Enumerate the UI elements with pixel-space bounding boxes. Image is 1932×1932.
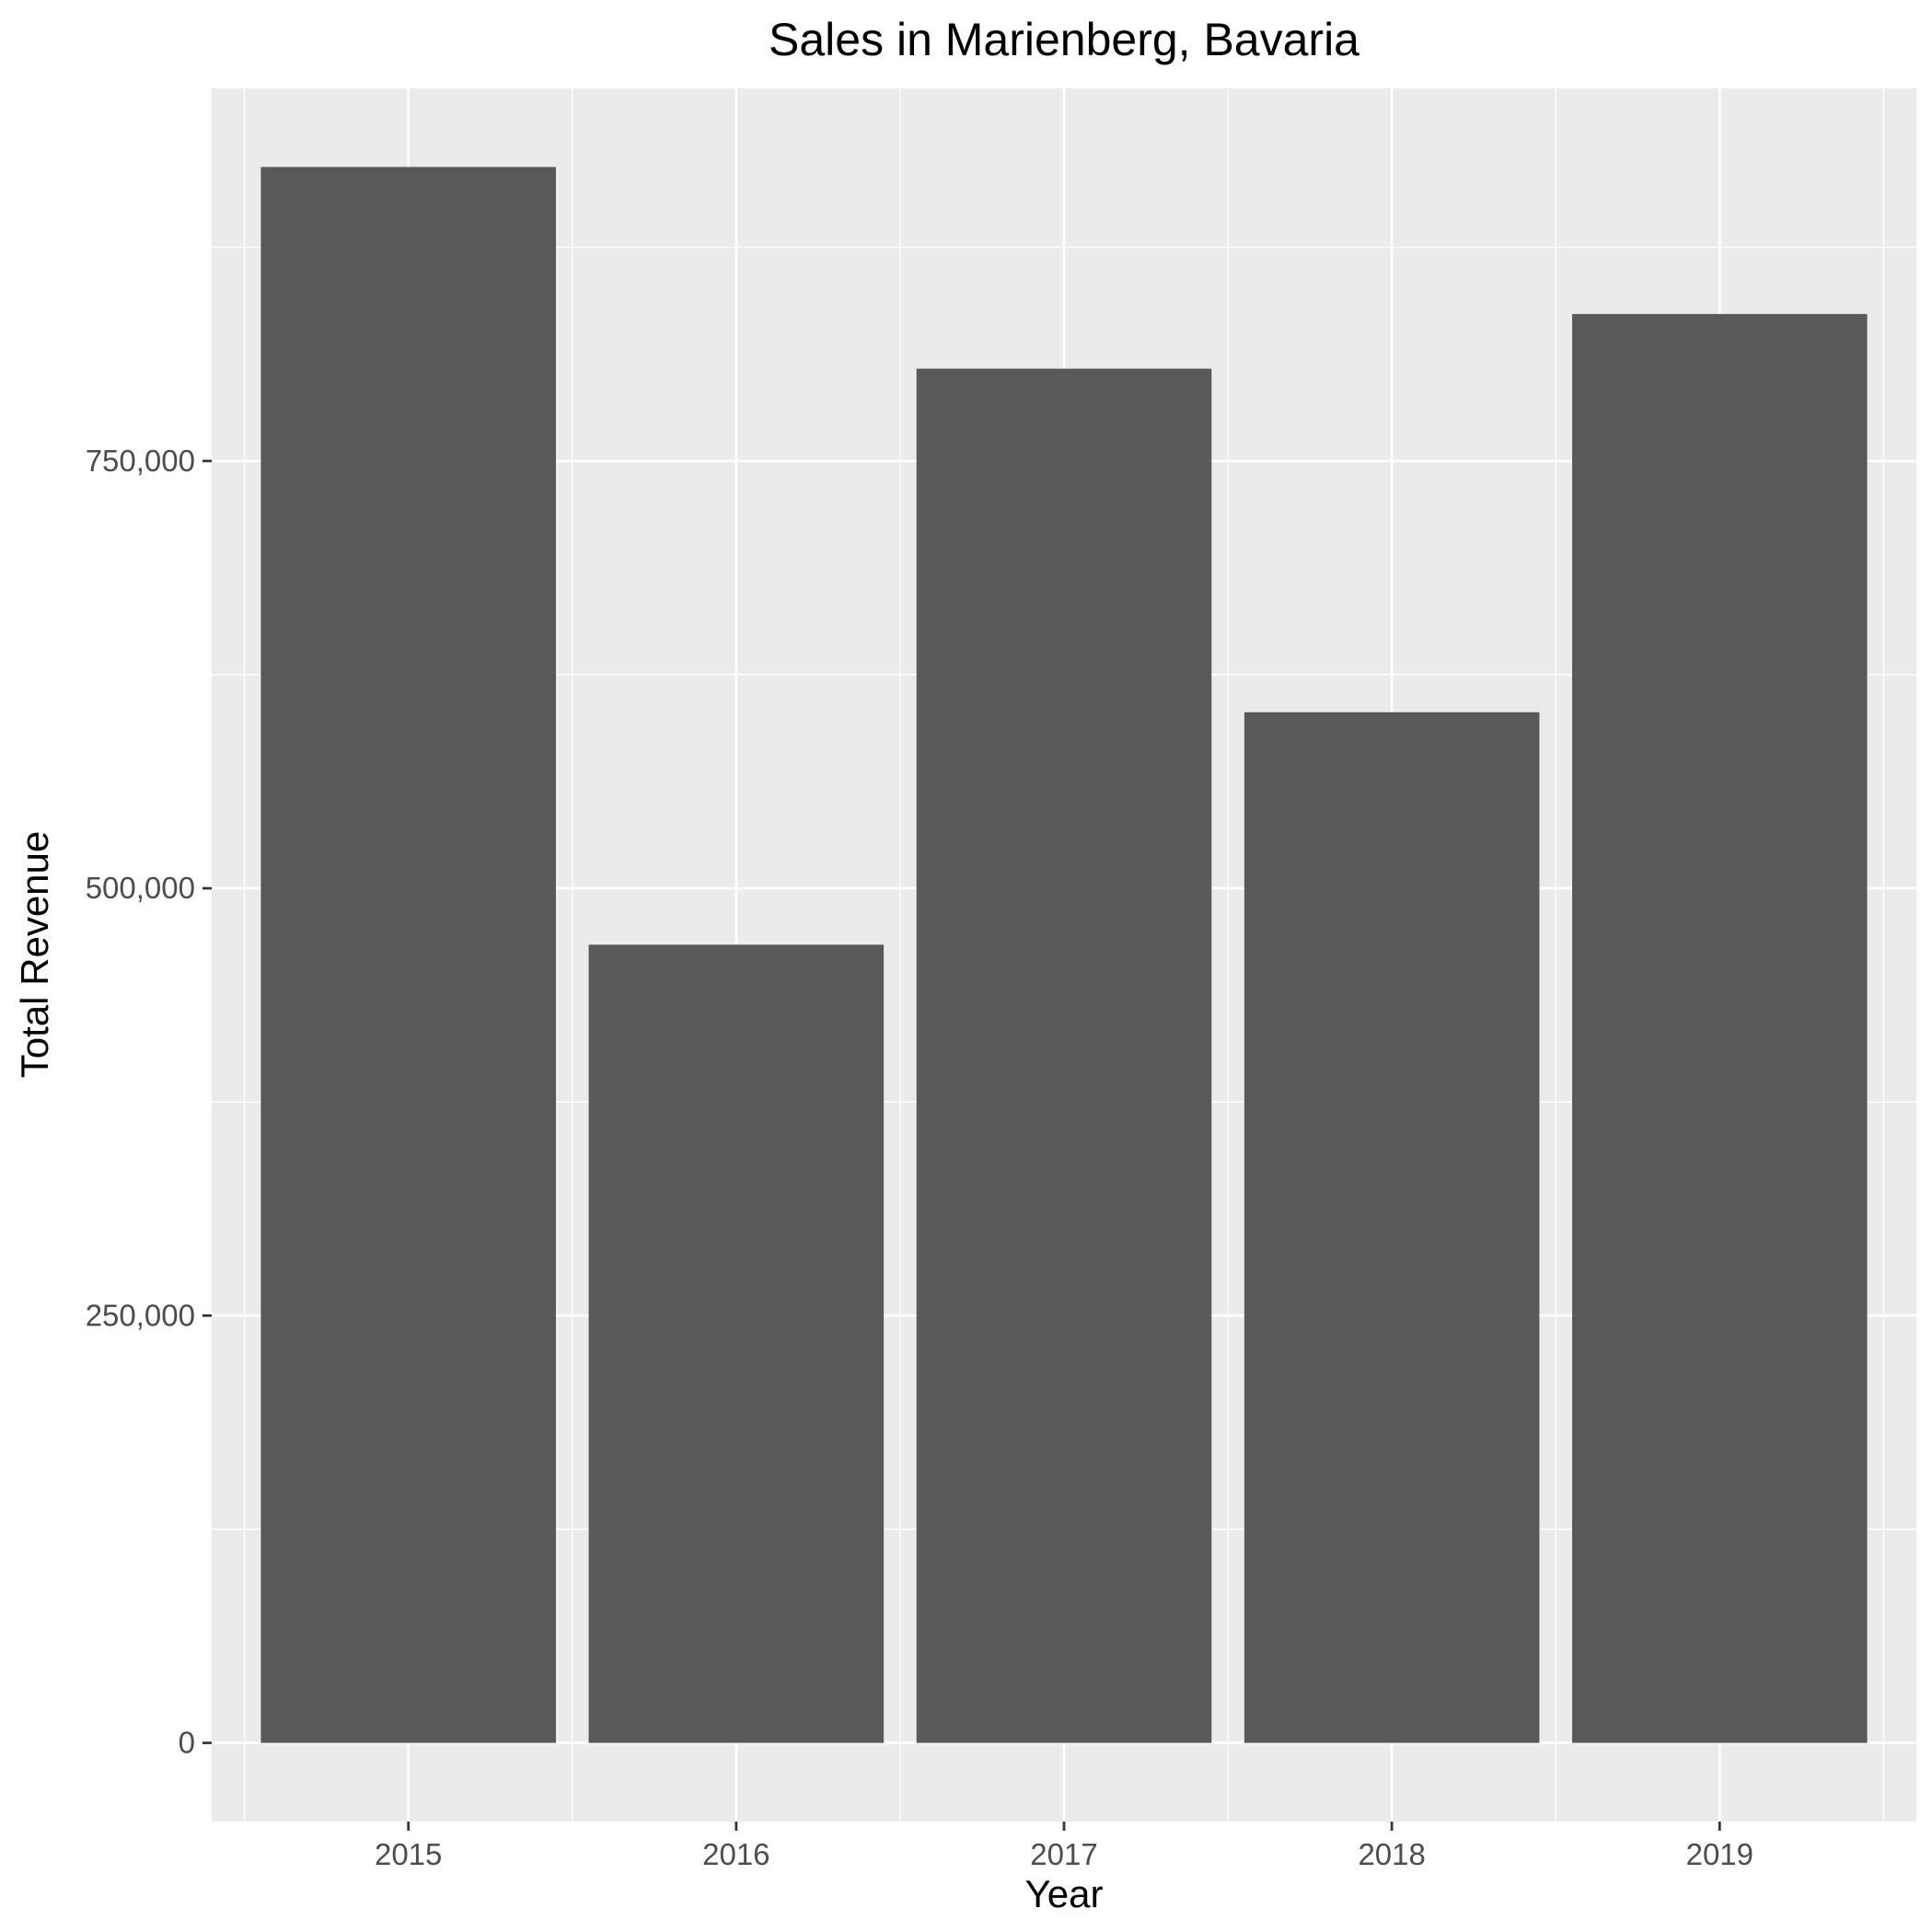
y-tick-label: 250,000 xyxy=(86,1298,195,1332)
x-tick-label: 2018 xyxy=(1358,1837,1425,1871)
chart-title: Sales in Marienberg, Bavaria xyxy=(769,14,1359,65)
bars xyxy=(260,167,1868,1743)
x-tick-label: 2015 xyxy=(375,1837,442,1871)
x-tick-label: 2019 xyxy=(1686,1837,1753,1871)
y-tick-label: 750,000 xyxy=(86,444,195,478)
x-tick-label: 2017 xyxy=(1030,1837,1097,1871)
y-tick-label: 500,000 xyxy=(86,871,195,905)
bar-2018 xyxy=(1244,711,1540,1743)
bar-2015 xyxy=(260,167,556,1743)
bar-2019 xyxy=(1572,314,1868,1743)
bar-2016 xyxy=(588,944,885,1743)
x-axis-title: Year xyxy=(1025,1872,1104,1915)
y-axis-title: Total Revenue xyxy=(13,831,56,1079)
y-tick-label: 0 xyxy=(179,1726,195,1760)
bar-2017 xyxy=(916,368,1212,1743)
x-tick-label: 2016 xyxy=(702,1837,769,1871)
axes: 0 250,000 500,000 750,000 2015 2016 2017 2018 20… xyxy=(86,444,1753,1871)
